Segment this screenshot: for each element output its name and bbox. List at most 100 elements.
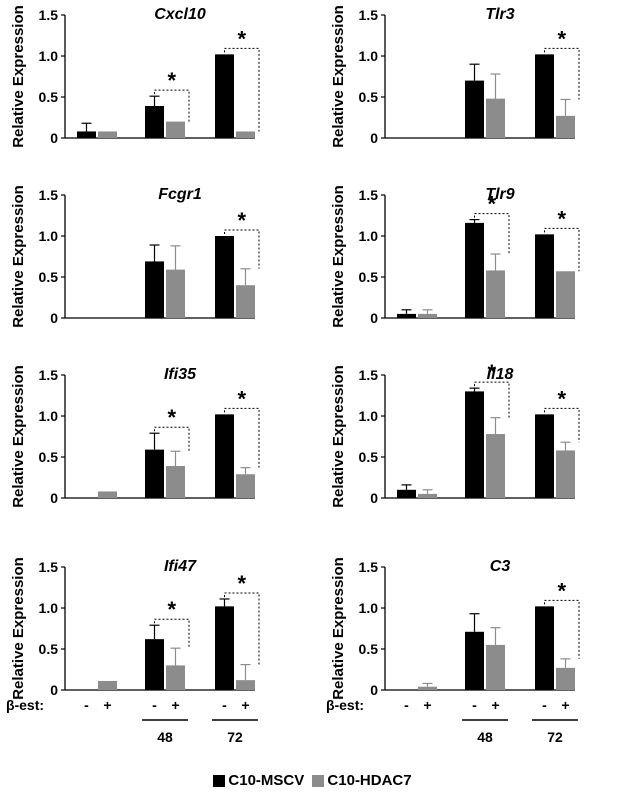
- panel-title: C3: [490, 558, 511, 575]
- x-plus-label: +: [241, 697, 249, 713]
- bar-hdac7-0h: [98, 131, 117, 138]
- bar-hdac7-72h: [556, 271, 575, 318]
- x-minus-label: -: [84, 697, 89, 713]
- y-tick-label: 0: [50, 310, 58, 326]
- group-label: 72: [547, 729, 563, 745]
- bar-hdac7-0h: [418, 493, 437, 498]
- figure: Relative Expression Cxcl10 0 0.5 1.0 1.5 * * Rel…: [6, 5, 580, 745]
- bar-mscv-0h: [397, 489, 416, 498]
- y-axis-label: Relative Expression: [10, 365, 27, 508]
- significance-star: *: [237, 208, 246, 233]
- bar-mscv-0h: [77, 131, 96, 138]
- legend-swatch-hdac7: [312, 774, 325, 787]
- panel-title: Ifi35: [164, 366, 197, 383]
- significance-bracket: [474, 213, 510, 255]
- y-tick-label: 0: [50, 490, 58, 506]
- y-tick-label: 1.0: [39, 600, 59, 616]
- panel-title: Tlr9: [485, 186, 514, 203]
- bar-hdac7-0h: [98, 680, 117, 690]
- significance-star: *: [557, 26, 566, 51]
- group-label: 48: [477, 729, 493, 745]
- significance-star: *: [167, 405, 176, 430]
- bar-mscv-48h: [465, 391, 484, 498]
- panel-title: Ifi47: [164, 558, 197, 575]
- panel-il18: Relative Expression Il18 0 0.5 1.0 1.5 * *: [330, 360, 580, 508]
- bar-hdac7-48h: [166, 466, 185, 498]
- y-tick-label: 1.0: [359, 408, 379, 424]
- bar-mscv-72h: [535, 54, 554, 138]
- bar-hdac7-0h: [98, 491, 117, 498]
- bar-mscv-48h: [145, 639, 164, 690]
- bar-mscv-72h: [535, 414, 554, 498]
- x-minus-label: -: [222, 697, 227, 713]
- group-label: 72: [227, 729, 243, 745]
- bar-mscv-48h: [145, 261, 164, 318]
- y-tick-label: 0.5: [39, 449, 59, 465]
- legend-item-mscv: C10-MSCV: [213, 772, 304, 789]
- bar-hdac7-72h: [556, 450, 575, 498]
- legend-item-hdac7: C10-HDAC7: [312, 772, 412, 789]
- y-tick-label: 0: [50, 682, 58, 698]
- significance-star: *: [557, 386, 566, 411]
- bar-hdac7-72h: [236, 131, 255, 138]
- x-plus-label: +: [103, 697, 111, 713]
- significance-bracket: [154, 426, 190, 452]
- bar-hdac7-72h: [556, 115, 575, 138]
- bar-mscv-72h: [535, 606, 554, 690]
- significance-star: *: [557, 206, 566, 231]
- y-tick-label: 1.0: [39, 228, 59, 244]
- panel-title: Cxcl10: [154, 6, 206, 23]
- bar-mscv-72h: [535, 234, 554, 318]
- legend-swatch-mscv: [213, 774, 226, 787]
- y-axis-label: Relative Expression: [330, 5, 347, 148]
- x-condition-label: β-est:: [6, 697, 44, 713]
- bar-mscv-72h: [215, 54, 234, 138]
- bar-hdac7-48h: [166, 269, 185, 318]
- y-tick-label: 1.5: [359, 367, 379, 383]
- significance-star: *: [237, 26, 246, 51]
- panel-title: Tlr3: [485, 6, 514, 23]
- y-tick-label: 0.5: [39, 269, 59, 285]
- legend-label-mscv: C10-MSCV: [228, 772, 305, 789]
- y-tick-label: 0.5: [359, 269, 379, 285]
- bar-mscv-0h: [397, 313, 416, 318]
- panel-ifi35: Relative Expression Ifi35 0 0.5 1.0 1.5 * *: [10, 365, 260, 508]
- significance-bracket: [224, 407, 260, 468]
- bar-hdac7-0h: [418, 313, 437, 318]
- y-tick-label: 0.5: [39, 89, 59, 105]
- y-tick-label: 1.0: [359, 228, 379, 244]
- bar-hdac7-48h: [486, 644, 505, 690]
- panel-fcgr1: Relative Expression Fcgr1 0 0.5 1.0 1.5 *: [10, 185, 260, 328]
- y-axis-label: Relative Expression: [10, 185, 27, 328]
- x-minus-label: -: [472, 697, 477, 713]
- significance-bracket: [544, 407, 580, 443]
- y-axis-label: Relative Expression: [330, 185, 347, 328]
- significance-bracket: [154, 89, 190, 122]
- significance-bracket: [544, 47, 580, 100]
- panel-ifi47: Relative Expression Ifi47 0 0.5 1.0 1.5 * * β-es…: [6, 557, 260, 745]
- bar-hdac7-72h: [236, 680, 255, 690]
- panel-title: Fcgr1: [158, 186, 202, 203]
- bar-hdac7-48h: [486, 434, 505, 498]
- bar-hdac7-72h: [236, 285, 255, 318]
- bar-hdac7-72h: [556, 667, 575, 690]
- significance-bracket: [224, 592, 260, 665]
- y-axis-label: Relative Expression: [330, 365, 347, 508]
- panel-title: Il18: [487, 366, 514, 383]
- bar-mscv-48h: [465, 631, 484, 690]
- significance-bracket: [544, 599, 580, 659]
- y-tick-label: 0.5: [359, 89, 379, 105]
- legend: C10-MSCV C10-HDAC7: [0, 772, 625, 791]
- y-tick-label: 1.0: [359, 600, 379, 616]
- y-tick-label: 1.5: [359, 559, 379, 575]
- significance-star: *: [487, 192, 496, 217]
- significance-star: *: [167, 68, 176, 93]
- x-minus-label: -: [542, 697, 547, 713]
- bar-hdac7-72h: [236, 474, 255, 498]
- bar-hdac7-48h: [486, 270, 505, 318]
- y-tick-label: 1.0: [39, 408, 59, 424]
- significance-bracket: [224, 47, 260, 132]
- bar-hdac7-48h: [166, 665, 185, 690]
- significance-bracket: [474, 381, 510, 418]
- y-axis-label: Relative Expression: [330, 557, 347, 700]
